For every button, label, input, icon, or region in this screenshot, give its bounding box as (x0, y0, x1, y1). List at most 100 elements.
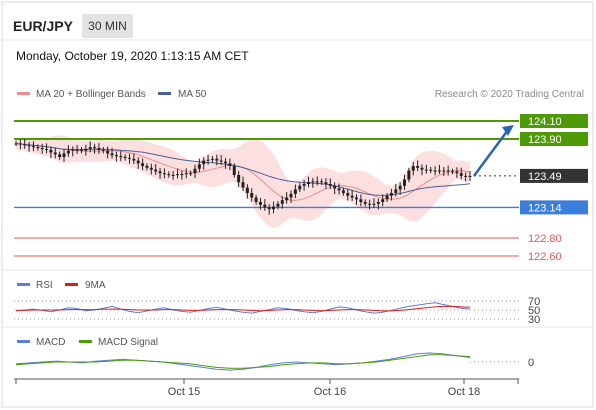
projection-arrow-shaft (472, 129, 510, 177)
x-tick-label: Oct 15 (168, 386, 200, 398)
candle-body (289, 193, 293, 198)
timeframe-label: 30 MIN (88, 19, 127, 33)
candle-body (180, 174, 184, 176)
candle-body (376, 202, 380, 204)
candle-body (193, 168, 197, 174)
candle-body (333, 185, 337, 189)
x-tick-label: Oct 16 (314, 386, 346, 398)
pair-title: EUR/JPY (13, 18, 74, 34)
candle-body (381, 199, 385, 202)
candle-body (27, 145, 31, 147)
candle-body (293, 189, 297, 194)
candle-body (36, 147, 40, 149)
candle-body (346, 193, 350, 196)
ma20-legend-swatch (17, 92, 30, 95)
rsi-line (15, 302, 471, 314)
rsi-reference-label: 70 (528, 296, 540, 308)
candle-body (123, 157, 127, 158)
candle-body (455, 171, 459, 174)
candle-body (385, 195, 389, 200)
candle-body (250, 193, 254, 198)
candle-body (18, 143, 22, 145)
candle-body (167, 174, 171, 176)
candle-body (341, 190, 345, 193)
candle-body (232, 166, 236, 175)
candle-body (424, 169, 428, 171)
candle-body (311, 181, 315, 183)
candle-body (263, 204, 267, 208)
level-label: 124.10 (528, 116, 562, 128)
candle-body (337, 188, 341, 191)
datetime-label: Monday, October 19, 2020 1:13:15 AM CET (16, 49, 249, 63)
candle-body (464, 175, 468, 177)
rsi-ma-line (16, 305, 471, 312)
candle-body (429, 169, 433, 171)
candle-body (132, 158, 136, 161)
candle-body (158, 171, 162, 174)
rsi-reference-label: 30 (528, 314, 540, 326)
candle-body (237, 175, 241, 183)
candle-body (210, 158, 214, 160)
candle-body (184, 173, 188, 175)
candle-body (468, 175, 472, 177)
timeframe-badge[interactable] (82, 14, 133, 38)
candle-body (320, 181, 324, 183)
candle-body (280, 200, 284, 204)
candle-body (394, 189, 398, 193)
candle-body (258, 202, 262, 205)
candle-body (403, 179, 407, 186)
candle-body (62, 153, 66, 157)
rsi-legend-swatch (17, 283, 30, 286)
candle-body (350, 195, 354, 198)
candle-body (128, 157, 131, 159)
candle-body (136, 160, 140, 164)
candle-body (363, 202, 367, 204)
candle-body (372, 203, 376, 205)
candle-body (245, 187, 249, 193)
rsi-ma-legend-swatch (65, 283, 78, 286)
candle-body (88, 147, 92, 149)
candle-body (398, 185, 402, 190)
macd-panel: 0 (15, 352, 534, 371)
candle-body (58, 154, 62, 157)
candle-body (285, 197, 289, 201)
level-label-box (520, 168, 588, 183)
candle-body (171, 175, 175, 176)
candle-body (328, 184, 332, 186)
macd-zero-label: 0 (528, 357, 534, 369)
rsi-legend-label: RSI (36, 280, 53, 291)
candle-body (145, 166, 149, 168)
candle-body (459, 173, 463, 176)
level-label: 123.90 (528, 134, 562, 146)
candle-body (324, 182, 328, 184)
candle-body (71, 149, 75, 151)
candle-body (437, 170, 441, 172)
candle-body (359, 199, 363, 202)
candle-body (197, 164, 201, 169)
ma50-legend-swatch (158, 92, 171, 95)
source-credit: Research © 2020 Trading Central (435, 89, 584, 100)
candle-body (75, 149, 79, 151)
candle-body (114, 155, 118, 157)
ma50-line (15, 143, 471, 196)
candle-body (298, 185, 302, 190)
candle-body (254, 197, 258, 202)
candle-body (241, 182, 245, 188)
candle-body (149, 167, 153, 170)
level-label-box (520, 200, 588, 215)
candle-body (45, 148, 49, 150)
candle-body (23, 144, 27, 146)
price-levels: 124.10 123.90 123.49 123.14 122.80 122.60 (14, 114, 588, 263)
macd-signal-legend-swatch (79, 340, 92, 343)
candle-body (189, 173, 193, 175)
ma50-legend-label: MA 50 (178, 89, 207, 100)
candle-body (40, 148, 44, 149)
candle-body (206, 159, 210, 161)
candle-body (306, 182, 310, 184)
candle-body (315, 181, 319, 183)
rsi-ma-legend-label: 9MA (85, 280, 106, 291)
level-label-box (520, 114, 588, 128)
